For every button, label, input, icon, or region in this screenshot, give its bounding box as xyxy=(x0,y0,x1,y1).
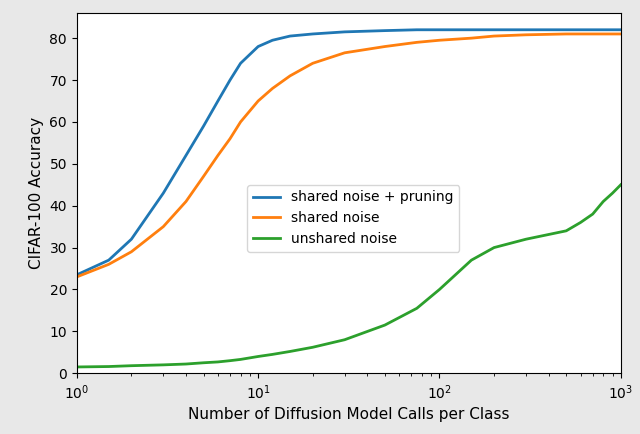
shared noise xyxy=(254,99,262,104)
unshared noise xyxy=(159,362,167,368)
shared noise xyxy=(269,86,276,91)
unshared noise xyxy=(522,237,530,242)
shared noise xyxy=(436,38,444,43)
unshared noise xyxy=(468,257,476,263)
unshared noise xyxy=(254,354,262,359)
shared noise xyxy=(468,36,476,41)
shared noise xyxy=(200,174,207,179)
shared noise xyxy=(182,199,190,204)
shared noise + pruning xyxy=(269,38,276,43)
shared noise xyxy=(522,32,530,37)
unshared noise xyxy=(609,191,616,196)
shared noise xyxy=(237,119,244,125)
shared noise + pruning xyxy=(341,29,349,34)
unshared noise xyxy=(341,337,349,342)
shared noise + pruning xyxy=(200,124,207,129)
shared noise xyxy=(341,50,349,56)
unshared noise xyxy=(309,345,317,350)
shared noise + pruning xyxy=(105,257,113,263)
shared noise + pruning xyxy=(381,28,388,33)
shared noise xyxy=(226,136,234,141)
unshared noise xyxy=(214,359,221,365)
unshared noise xyxy=(105,364,113,369)
shared noise + pruning xyxy=(182,153,190,158)
shared noise + pruning xyxy=(490,27,498,33)
unshared noise xyxy=(269,352,276,357)
Line: shared noise: shared noise xyxy=(77,34,621,277)
shared noise + pruning xyxy=(413,27,420,33)
Legend: shared noise + pruning, shared noise, unshared noise: shared noise + pruning, shared noise, un… xyxy=(247,185,460,252)
unshared noise xyxy=(617,182,625,187)
shared noise xyxy=(159,224,167,229)
shared noise + pruning xyxy=(617,27,625,33)
shared noise + pruning xyxy=(226,77,234,82)
shared noise + pruning xyxy=(254,44,262,49)
unshared noise xyxy=(381,322,388,328)
Y-axis label: CIFAR-100 Accuracy: CIFAR-100 Accuracy xyxy=(29,117,44,269)
unshared noise xyxy=(436,287,444,292)
shared noise + pruning xyxy=(286,33,294,39)
shared noise + pruning xyxy=(522,27,530,33)
unshared noise xyxy=(182,362,190,367)
unshared noise xyxy=(413,306,420,311)
shared noise xyxy=(105,262,113,267)
unshared noise xyxy=(200,360,207,365)
shared noise + pruning xyxy=(73,272,81,277)
shared noise + pruning xyxy=(563,27,570,33)
unshared noise xyxy=(127,363,135,368)
shared noise xyxy=(381,44,388,49)
shared noise xyxy=(286,73,294,79)
unshared noise xyxy=(600,199,607,204)
shared noise + pruning xyxy=(436,27,444,33)
shared noise + pruning xyxy=(468,27,476,33)
shared noise xyxy=(563,31,570,36)
shared noise + pruning xyxy=(309,31,317,36)
unshared noise xyxy=(286,349,294,354)
shared noise xyxy=(490,33,498,39)
shared noise + pruning xyxy=(214,99,221,104)
shared noise xyxy=(413,40,420,45)
shared noise + pruning xyxy=(127,237,135,242)
unshared noise xyxy=(589,211,596,217)
shared noise + pruning xyxy=(159,191,167,196)
shared noise xyxy=(309,61,317,66)
unshared noise xyxy=(577,220,584,225)
shared noise xyxy=(214,153,221,158)
X-axis label: Number of Diffusion Model Calls per Class: Number of Diffusion Model Calls per Clas… xyxy=(188,407,509,422)
shared noise xyxy=(127,249,135,254)
shared noise xyxy=(73,274,81,279)
unshared noise xyxy=(563,228,570,233)
Line: shared noise + pruning: shared noise + pruning xyxy=(77,30,621,275)
unshared noise xyxy=(490,245,498,250)
unshared noise xyxy=(237,357,244,362)
unshared noise xyxy=(73,365,81,370)
shared noise + pruning xyxy=(237,61,244,66)
shared noise xyxy=(617,31,625,36)
unshared noise xyxy=(226,358,234,363)
Line: unshared noise: unshared noise xyxy=(77,185,621,367)
